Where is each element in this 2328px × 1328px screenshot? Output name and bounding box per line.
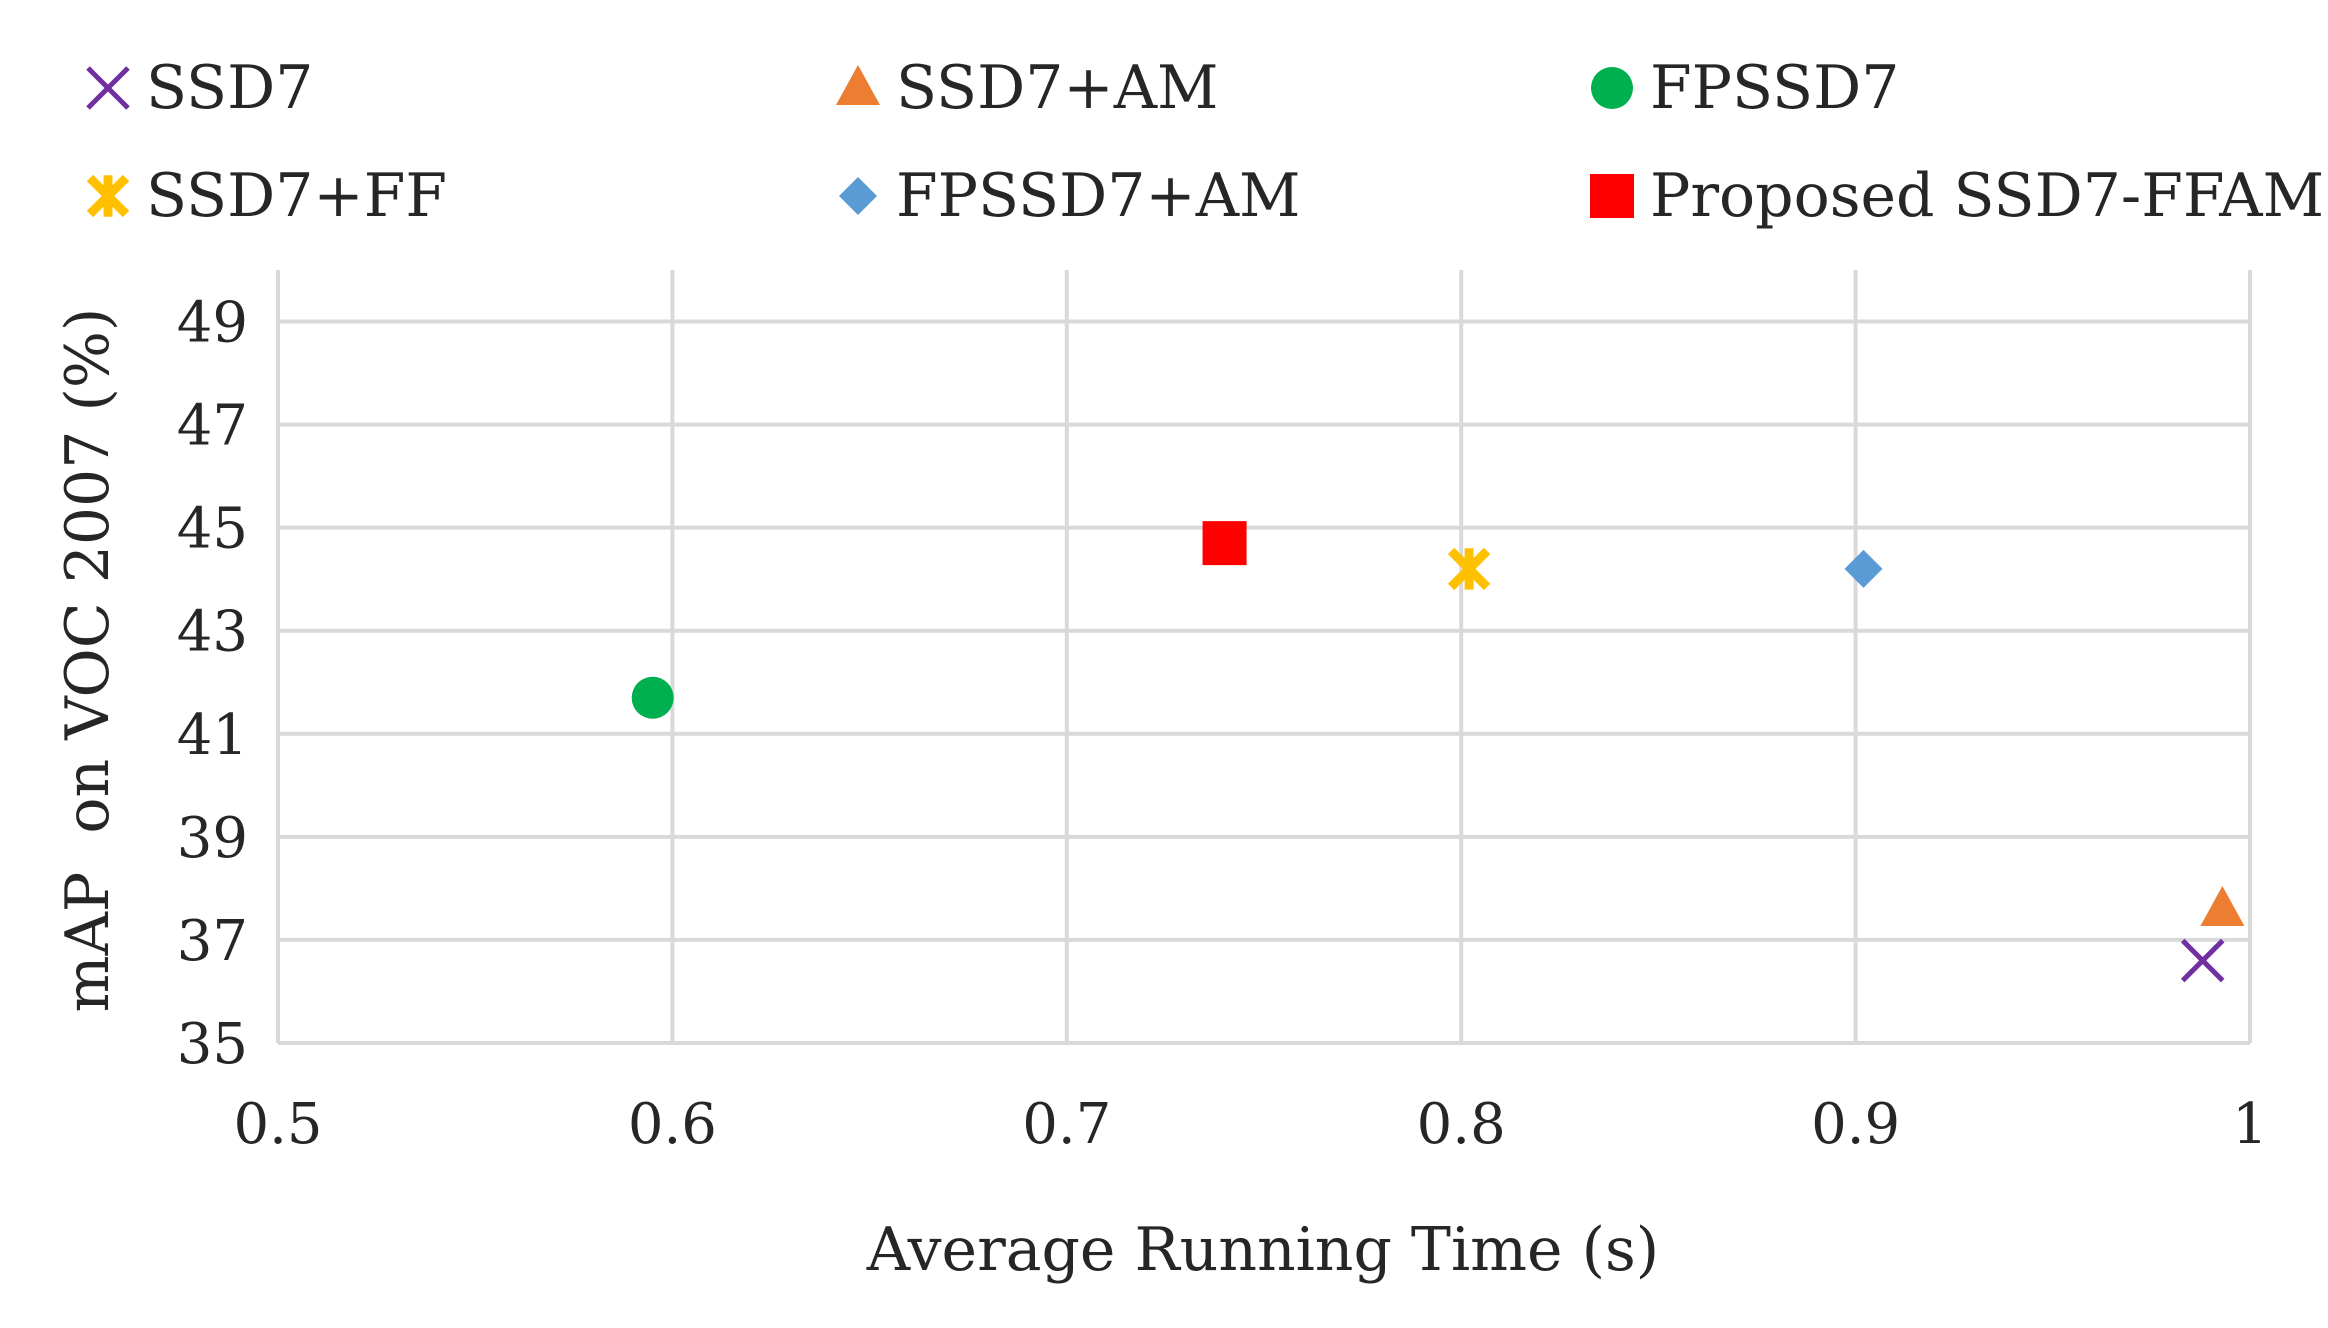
x-tick-label: 0.7 <box>1022 1092 1111 1157</box>
legend-label-fpssd7: FPSSD7 <box>1650 53 1899 123</box>
gridlines <box>276 270 2252 1045</box>
legend-label-fpssd7-am: FPSSD7+AM <box>896 161 1300 231</box>
point-proposed-ssd7-ffam <box>1202 521 1247 566</box>
x-tick-label: 1 <box>2232 1092 2268 1157</box>
legend: SSD7 SSD7+AM FPSSD7 SSD7+FF FPSSD7+AM Propose… <box>86 53 2324 231</box>
legend-label-ssd7-am: SSD7+AM <box>896 53 1218 123</box>
x-tick-label: 0.5 <box>233 1092 322 1157</box>
x-axis-label: Average Running Time (s) <box>866 1215 1659 1285</box>
legend-marker-fpssd7 <box>1591 67 1633 109</box>
x-tick-label: 0.6 <box>628 1092 717 1157</box>
data-points <box>631 521 2245 983</box>
x-tick-label: 0.9 <box>1811 1092 1900 1157</box>
y-tick-label: 47 <box>177 394 248 459</box>
legend-marker-ssd7 <box>86 66 130 110</box>
legend-marker-proposed-ssd7-ffam <box>1590 174 1634 218</box>
y-tick-label: 45 <box>177 497 248 562</box>
legend-marker-ssd7-ff <box>86 174 130 218</box>
point-ssd7-am <box>2200 886 2245 927</box>
x-tick-label: 0.8 <box>1417 1092 1506 1157</box>
y-tick-label: 41 <box>177 703 248 768</box>
point-fpssd7-am <box>1844 549 1883 588</box>
legend-label-proposed-ssd7-ffam: Proposed SSD7-FFAM <box>1650 161 2324 231</box>
point-fpssd7 <box>631 676 674 719</box>
y-tick-label: 39 <box>177 806 248 871</box>
y-tick-label: 35 <box>177 1012 248 1077</box>
y-tick-label: 37 <box>177 909 248 974</box>
y-tick-label: 43 <box>177 600 248 665</box>
legend-label-ssd7: SSD7 <box>146 53 313 123</box>
y-tick-label: 49 <box>177 291 248 356</box>
legend-marker-ssd7-am <box>836 65 880 105</box>
point-ssd7-ff <box>1447 547 1491 591</box>
legend-label-ssd7-ff: SSD7+FF <box>146 161 447 231</box>
tick-labels: 35 37 39 41 43 45 47 49 0.5 0.6 0.7 0.8 0.9 1 <box>177 291 2268 1157</box>
axes <box>276 270 2250 1045</box>
y-axis-label: mAP on VOC 2007 (%) <box>53 308 123 1013</box>
legend-marker-fpssd7-am <box>839 177 877 215</box>
point-ssd7 <box>2180 938 2225 983</box>
